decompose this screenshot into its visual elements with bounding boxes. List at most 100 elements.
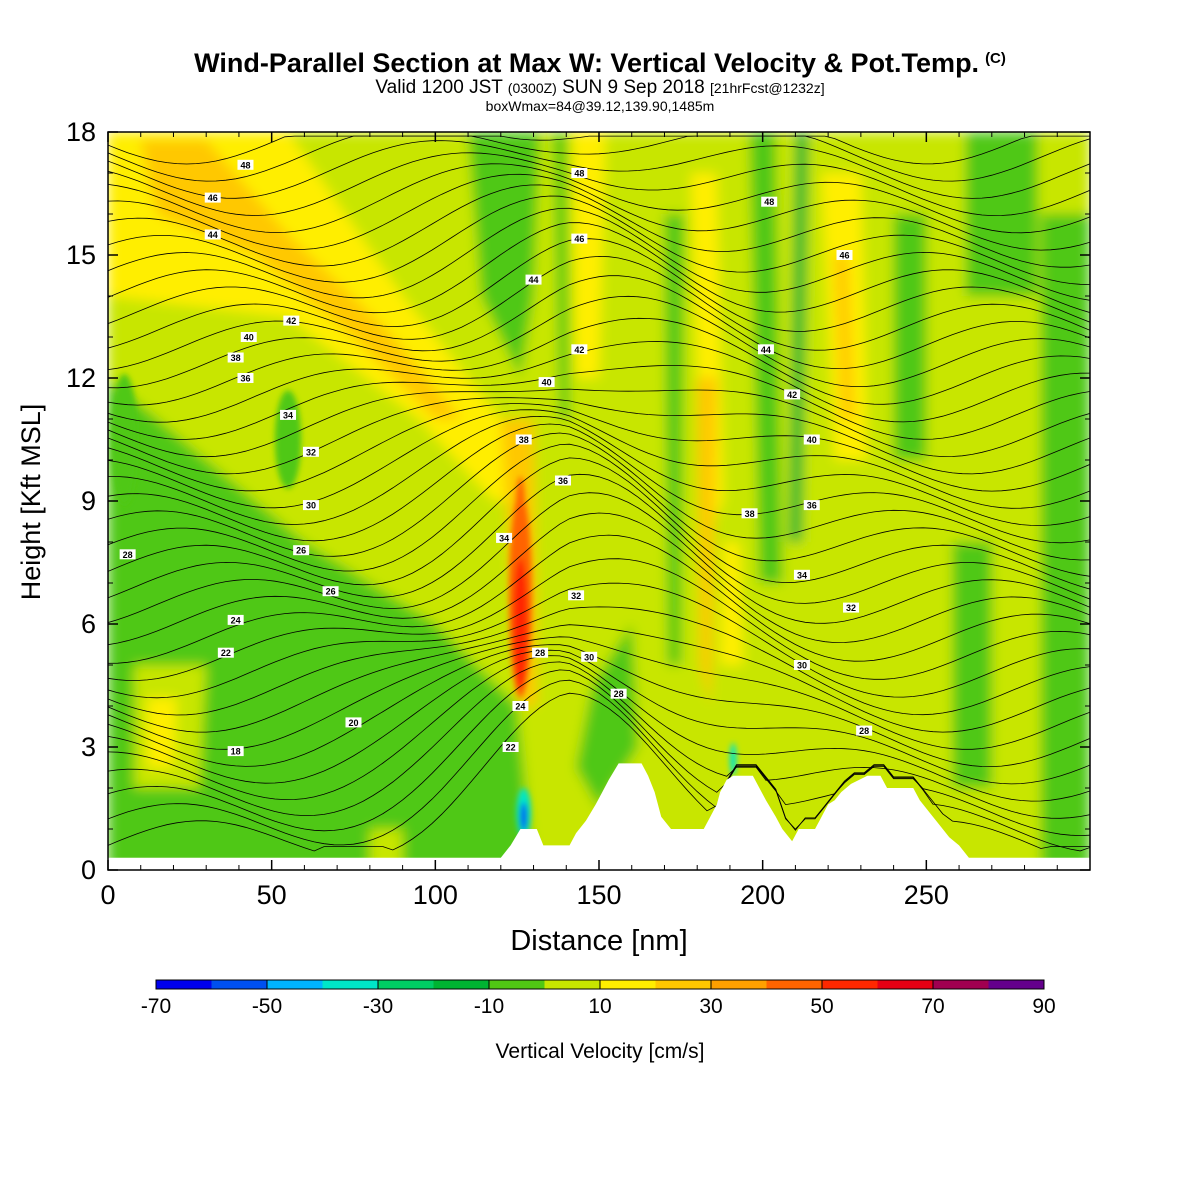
theta-label-bg [515, 434, 532, 445]
theta-label-27: 28 [532, 647, 549, 658]
velocity-region-13 [697, 378, 717, 706]
colorbar-swatch-15 [988, 980, 1045, 989]
theta-contour-7 [108, 636, 1090, 750]
colorbar-tick-label-5: 30 [699, 995, 722, 1018]
theta-label-3: 42 [283, 315, 300, 326]
x-tick-label-1: 50 [257, 880, 287, 910]
colorbar-label: Vertical Velocity [cm/s] [496, 1040, 705, 1063]
theta-contour-40 [108, 135, 1090, 182]
theta-label-text: 42 [286, 316, 296, 326]
velocity-core-6 [111, 373, 138, 506]
theta-contour-9 [108, 606, 1090, 716]
theta-label-bg [283, 315, 300, 326]
colorbar-swatch-1 [211, 980, 268, 989]
theta-label-bg [581, 651, 598, 662]
theta-contour-8 [108, 624, 1090, 733]
theta-label-bg [204, 192, 221, 203]
theta-label-text: 40 [807, 435, 817, 445]
velocity-region-8 [553, 132, 570, 419]
x-axis-label: Distance [nm] [510, 925, 687, 957]
x-tick-label-3: 150 [576, 880, 621, 910]
theta-label-15: 20 [345, 717, 362, 728]
colorbar-swatch-2 [267, 980, 323, 989]
theta-contour-17 [108, 443, 1090, 577]
theta-label-text: 48 [574, 169, 584, 179]
theta-contour-32 [108, 222, 1090, 314]
velocity-region-7 [468, 132, 541, 378]
valid-utc: (0300Z) [507, 80, 557, 96]
theta-label-21: 40 [538, 377, 555, 388]
theta-label-9: 30 [302, 500, 319, 511]
theta-contour-28 [108, 295, 1090, 389]
colorbar-swatch-8 [600, 980, 656, 989]
theta-contour-37 [108, 163, 1090, 234]
theta-label-bg [784, 389, 801, 400]
colorbar-swatch-0 [156, 980, 212, 989]
colorbar-swatch-5 [433, 980, 490, 989]
theta-label-bg [217, 647, 234, 658]
theta-label-text: 42 [574, 345, 584, 355]
theta-label-text: 36 [807, 501, 817, 511]
theta-label-text: 26 [296, 546, 306, 556]
theta-contour-38 [108, 152, 1090, 217]
chart-title-main: Wind-Parallel Section at Max W: Vertical… [194, 48, 980, 78]
theta-contour-11 [108, 558, 1090, 681]
colorbar-tick-label-2: -30 [363, 995, 393, 1018]
theta-label-text: 44 [761, 345, 771, 355]
theta-label-13: 24 [227, 614, 244, 625]
theta-label-text: 28 [859, 726, 869, 736]
theta-label-text: 24 [231, 615, 241, 625]
theta-label-text: 42 [787, 390, 797, 400]
y-tick-label-5: 15 [66, 240, 96, 270]
theta-label-text: 46 [574, 234, 584, 244]
velocity-region-5 [140, 140, 462, 419]
theta-contour-39 [108, 140, 1090, 199]
theta-label-24: 34 [496, 532, 513, 543]
x-tick-label-4: 200 [740, 880, 785, 910]
theta-label-text: 46 [839, 251, 849, 261]
theta-label-bg [119, 549, 136, 560]
velocity-region-18 [834, 255, 855, 419]
theta-label-text: 24 [515, 702, 525, 712]
theta-contour-0 [108, 692, 1090, 852]
theta-label-30: 22 [502, 742, 519, 753]
velocity-region-22 [1040, 214, 1090, 870]
theta-label-bg [204, 229, 221, 240]
theta-label-bg [571, 344, 588, 355]
theta-label-0: 48 [237, 159, 254, 170]
theta-label-38: 34 [793, 569, 810, 580]
theta-label-text: 44 [529, 275, 539, 285]
valid-prefix: Valid 1200 JST [375, 77, 503, 98]
theta-contour-22 [108, 403, 1090, 492]
theta-label-text: 36 [558, 476, 568, 486]
theta-label-32: 46 [836, 250, 853, 261]
theta-label-bg [302, 446, 319, 457]
y-tick-label-4: 12 [66, 363, 96, 393]
y-tick-label-1: 3 [81, 732, 96, 762]
colorbar-swatch-11 [766, 980, 823, 989]
terrain-fill [108, 763, 1090, 870]
theta-label-bg [322, 586, 339, 597]
theta-contour-24 [108, 388, 1090, 458]
y-tick-label-3: 9 [81, 486, 96, 516]
colorbar-tick-label-4: 10 [588, 995, 611, 1018]
valid-date: SUN 9 Sep 2018 [562, 77, 705, 98]
theta-label-bg [293, 545, 310, 556]
theta-label-text: 34 [283, 410, 293, 420]
theta-label-bg [302, 500, 319, 511]
theta-label-6: 36 [237, 373, 254, 384]
theta-label-text: 30 [797, 661, 807, 671]
theta-label-text: 46 [208, 193, 218, 203]
theta-label-22: 38 [515, 434, 532, 445]
theta-contour-33 [108, 207, 1090, 301]
theta-contour-2 [108, 669, 1090, 837]
colorbar-swatch-10 [711, 980, 767, 989]
velocity-region-14 [720, 542, 744, 665]
theta-label-bg [571, 233, 588, 244]
theta-contour-3 [108, 661, 1090, 819]
theta-label-bg [741, 508, 758, 519]
velocity-core-1 [513, 558, 528, 690]
colorbar-tick-label-8: 90 [1032, 995, 1055, 1018]
theta-label-text: 26 [326, 587, 336, 597]
